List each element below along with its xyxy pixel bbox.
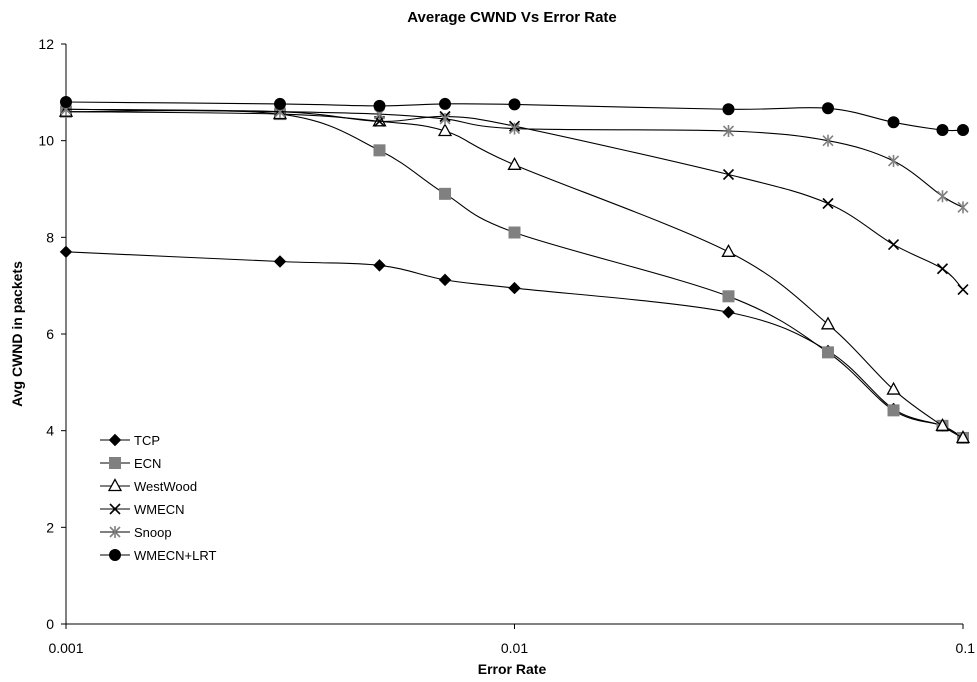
data-point-wmecn — [887, 239, 900, 251]
x-ticks: 0.001 0.01 0.1 — [48, 624, 975, 656]
legend-label: TCP — [134, 433, 160, 448]
data-point-tcp — [508, 281, 521, 295]
x-tick-label: 0.1 — [956, 640, 976, 656]
data-point-wmecn-lrt — [508, 98, 521, 111]
chart-title: Average CWND Vs Error Rate — [407, 9, 617, 26]
data-point-snoop — [887, 154, 900, 167]
legend-label: ECN — [134, 456, 161, 471]
data-point-wmecn — [822, 197, 834, 210]
legend-item-wmecn-lrt: WMECN+LRT — [100, 548, 217, 563]
data-point-snoop — [822, 134, 834, 147]
data-point-snoop — [722, 125, 735, 137]
data-point-westwood — [507, 156, 522, 170]
series-ecn — [60, 105, 969, 444]
data-point-wmecn — [957, 283, 969, 296]
data-point-wmecn-lrt — [60, 96, 72, 108]
data-point-snoop — [936, 190, 949, 203]
data-point-wmecn-lrt — [722, 103, 735, 116]
data-point-snoop — [439, 112, 451, 125]
legend-label: WMECN — [134, 502, 185, 517]
y-tick-label: 12 — [38, 36, 54, 52]
data-point-ecn — [373, 144, 386, 157]
y-tick-label: 4 — [46, 423, 54, 439]
legend-item-westwood: WestWood — [100, 478, 197, 494]
data-point-tcp — [273, 255, 287, 268]
data-point-tcp — [59, 245, 73, 259]
legend-item-snoop: Snoop — [100, 525, 172, 540]
legend-label: WestWood — [134, 479, 197, 494]
data-point-ecn — [722, 290, 735, 303]
data-point-snoop — [508, 122, 521, 135]
data-point-tcp — [722, 306, 735, 319]
data-point-westwood — [820, 316, 836, 330]
data-point-wmecn — [936, 263, 949, 275]
legend-label: Snoop — [134, 525, 172, 540]
data-point-westwood — [437, 123, 453, 137]
series-line-tcp — [65, 251, 964, 439]
data-point-westwood — [935, 417, 950, 431]
legend-marker-wmecn-lrt — [109, 549, 121, 561]
legend-label: WMECN+LRT — [134, 548, 217, 563]
legend: TCP ECN WestWood WMECN Snoop WMECN+LRT — [100, 433, 217, 563]
data-point-ecn — [887, 404, 900, 417]
x-axis-label: Error Rate — [478, 661, 547, 677]
data-point-westwood — [955, 430, 971, 444]
series-westwood — [58, 103, 971, 444]
y-axis-label: Avg CWND in packets — [9, 261, 25, 407]
data-point-westwood — [721, 243, 736, 257]
data-point-wmecn-lrt — [273, 97, 286, 110]
data-point-wmecn-lrt — [887, 116, 900, 129]
series-wmecn-lrt — [60, 96, 969, 137]
legend-marker-ecn — [109, 457, 121, 469]
y-tick-label: 0 — [46, 616, 54, 632]
legend-marker-wmecn — [109, 503, 121, 515]
y-tick-label: 8 — [46, 229, 54, 245]
data-point-tcp — [438, 273, 452, 287]
y-tick-label: 2 — [46, 519, 54, 535]
legend-marker-westwood — [107, 478, 123, 492]
series-layer — [58, 96, 971, 445]
y-tick-label: 10 — [38, 133, 54, 149]
data-point-ecn — [439, 187, 452, 200]
legend-item-tcp: TCP — [100, 433, 160, 448]
data-point-wmecn — [722, 168, 735, 181]
legend-item-wmecn: WMECN — [100, 502, 185, 517]
data-point-wmecn-lrt — [439, 97, 452, 110]
legend-marker-snoop — [109, 526, 121, 538]
legend-item-ecn: ECN — [100, 456, 161, 471]
data-point-wmecn-lrt — [936, 124, 949, 137]
data-point-wmecn-lrt — [821, 102, 834, 115]
series-tcp — [59, 245, 970, 445]
x-tick-label: 0.01 — [501, 640, 528, 656]
data-point-westwood — [886, 381, 901, 395]
data-point-snoop — [957, 201, 969, 214]
data-point-wmecn-lrt — [957, 124, 969, 137]
legend-marker-tcp — [108, 433, 122, 447]
x-tick-label: 0.001 — [48, 640, 83, 656]
data-point-ecn — [508, 226, 521, 239]
data-point-ecn — [821, 346, 834, 359]
data-point-tcp — [373, 259, 386, 272]
y-tick-label: 6 — [46, 326, 54, 342]
y-ticks: 0 2 4 6 8 10 12 — [38, 36, 66, 632]
data-point-wmecn-lrt — [373, 99, 386, 112]
